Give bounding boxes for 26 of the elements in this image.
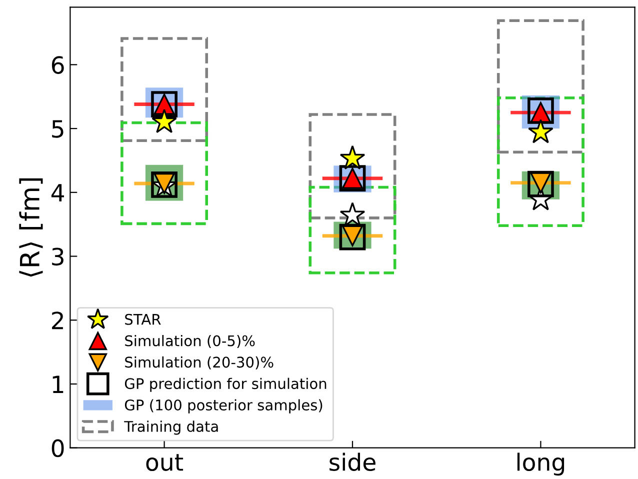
y-tick-label: 6 <box>52 56 64 74</box>
bar <box>496 19 584 154</box>
bar <box>120 121 208 226</box>
bar <box>120 37 208 142</box>
y-tick-label: 0 <box>52 439 64 458</box>
y-tick-label: 4 <box>51 184 64 202</box>
bar <box>308 113 396 220</box>
y-tick-label: 3 <box>52 248 64 266</box>
legend-label: STAR <box>125 314 161 325</box>
point <box>152 108 178 134</box>
y-tick-label: 2 <box>52 312 63 330</box>
y-axis-title: ⟨R⟩ [fm] <box>19 178 43 277</box>
point <box>528 119 554 144</box>
legend-label: Training data <box>124 420 218 435</box>
y-tick-label: 1 <box>52 376 64 393</box>
bar <box>308 186 396 274</box>
x-tick-label: out <box>146 454 184 472</box>
legend-label: Simulation (0-5)% <box>125 335 255 348</box>
x-tick-label: side <box>330 452 376 472</box>
legend-label: GP prediction for simulation <box>124 378 326 392</box>
point <box>340 145 366 170</box>
legend-label: GP (100 posterior samples) <box>124 399 322 414</box>
x-tick-label: long <box>517 452 564 476</box>
bar <box>496 96 584 227</box>
legend-label: Simulation (20-30)% <box>125 356 274 370</box>
y-tick-label: 5 <box>52 120 64 138</box>
